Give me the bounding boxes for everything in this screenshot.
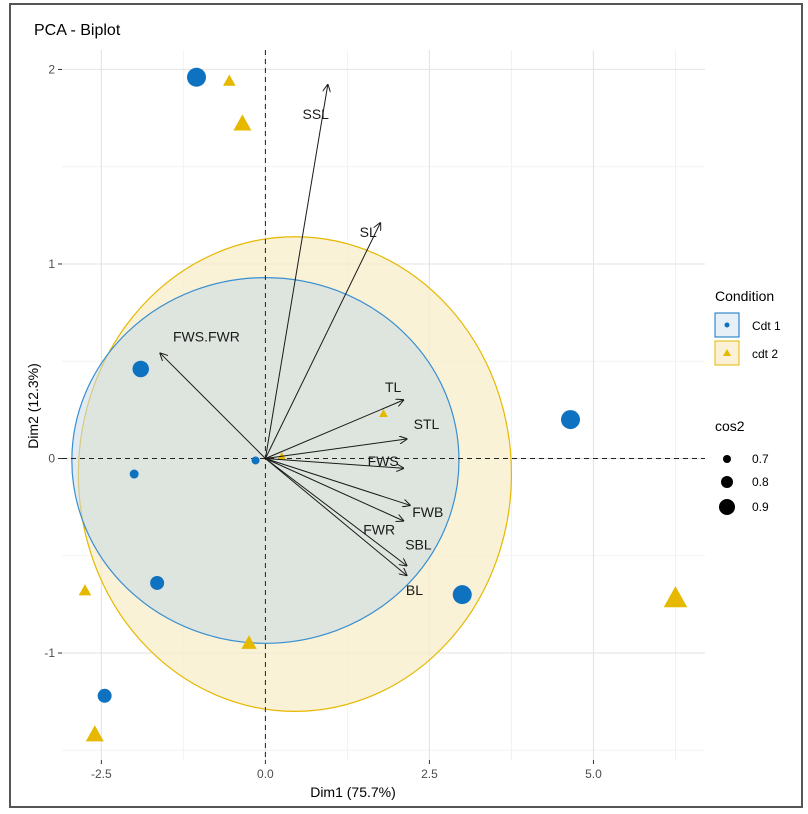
variable-arrow [265,458,406,575]
point-cdt1 [150,575,165,590]
legend-cos2-label-large: 0.9 [752,500,769,514]
x-tick-label: 2.5 [421,767,438,781]
variable-arrow [265,458,409,505]
variable-label: STL [414,416,440,432]
point-cdt1 [132,360,149,378]
legend-cdt1-marker [724,322,730,328]
legend-cos2-dot-small [723,455,731,463]
point-cdt2 [241,635,257,649]
legend-cos2-dot-large [719,499,735,515]
y-tick-label: -1 [44,646,55,660]
chart-title: PCA - Biplot [34,22,121,39]
point-cdt2 [85,725,104,742]
variable-arrow [265,457,403,468]
legend-cdt1-label: Cdt 1 [752,319,781,333]
y-tick-label: 2 [48,62,55,76]
variable-label: SBL [405,536,432,552]
point-cdt2 [78,584,92,596]
x-tick-label: 5.0 [585,767,602,781]
legend-condition-title: Condition [715,288,774,304]
x-tick-label: 0.0 [257,767,274,781]
y-axis-label: Dim2 (12.3%) [25,363,41,449]
point-cdt2 [223,74,236,86]
point-cdt1 [187,67,207,87]
y-tick-label: 0 [48,451,55,465]
legend-cos2: cos2 0.7 0.8 0.9 [715,418,769,515]
variable-arrow [265,400,403,459]
point-cdt2 [663,586,688,608]
y-tick-label: 1 [48,257,55,271]
variable-label: FWB [412,504,443,520]
x-tick-label: -2.5 [91,767,112,781]
point-cdt1 [452,585,472,605]
point-cdt1 [97,688,112,703]
point-cdt2 [379,409,388,417]
legend-cos2-label-small: 0.7 [752,452,769,466]
variable-label: BL [406,582,423,598]
point-cdt2 [233,114,252,131]
variable-arrow [265,458,403,520]
legend-cos2-label-medium: 0.8 [752,475,769,489]
point-cdt1 [560,410,580,430]
legend-cos2-title: cos2 [715,418,745,434]
plot-panel: -2.5 0.0 2.5 5.0 -1 0 1 2 SSL SL FWS.FWR TL STL FWS FW… [44,50,705,781]
variable-label: SL [360,224,377,240]
variable-arrow [264,223,380,459]
legend-cos2-dot-medium [721,476,733,488]
variable-label: TL [385,379,402,395]
point-cdt1 [129,469,139,479]
legend-cdt2-label: cdt 2 [752,347,778,361]
legend-cdt2-marker [723,349,731,356]
variable-arrow [160,353,266,459]
variable-arrow [264,85,327,459]
variable-arrow [265,458,406,565]
variable-label: FWS.FWR [173,328,240,344]
variable-arrow [265,439,406,459]
x-axis-label: Dim1 (75.7%) [310,784,396,800]
point-cdt1 [251,456,260,465]
variable-label: FWS [368,453,399,469]
legend-condition: Condition Cdt 1 cdt 2 [714,288,781,366]
variable-label: SSL [302,106,329,122]
variable-label: FWR [363,522,395,538]
